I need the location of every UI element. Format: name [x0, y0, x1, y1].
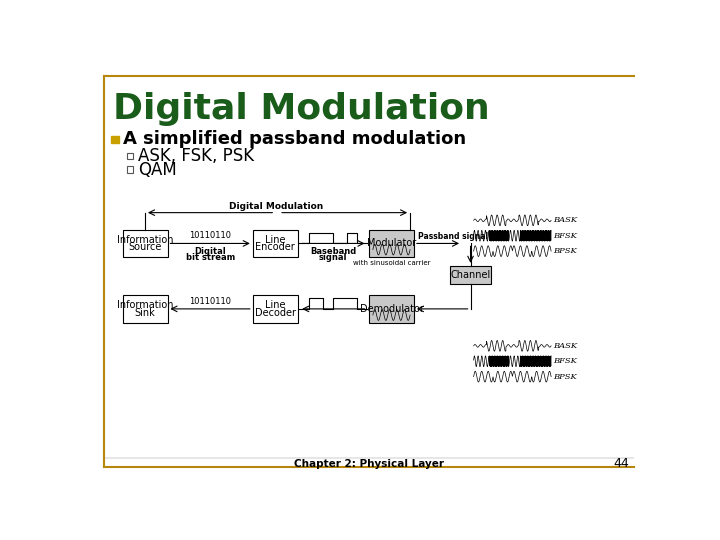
- Text: Line: Line: [265, 300, 285, 310]
- Text: QAM: QAM: [138, 160, 177, 179]
- Text: Digital: Digital: [194, 247, 226, 255]
- Text: BASK: BASK: [553, 217, 577, 224]
- Text: Information: Information: [117, 300, 174, 310]
- Text: BFSK: BFSK: [553, 232, 577, 240]
- Text: Digital Modulation: Digital Modulation: [113, 92, 490, 126]
- Bar: [369, 230, 414, 257]
- Text: Passband signal: Passband signal: [418, 232, 488, 241]
- Text: Digital Modulation: Digital Modulation: [229, 202, 323, 211]
- Text: Decoder: Decoder: [255, 308, 296, 318]
- Text: ASK, FSK, PSK: ASK, FSK, PSK: [138, 147, 254, 165]
- Text: Modulator: Modulator: [367, 239, 416, 248]
- Text: Baseband: Baseband: [310, 247, 356, 256]
- Bar: [111, 136, 119, 143]
- Text: A simplified passband modulation: A simplified passband modulation: [123, 131, 467, 149]
- Text: 44: 44: [613, 457, 629, 470]
- Text: bit stream: bit stream: [186, 253, 235, 262]
- Text: with sinusoidal carrier: with sinusoidal carrier: [353, 260, 431, 266]
- Text: Chapter 2: Physical Layer: Chapter 2: Physical Layer: [294, 458, 444, 469]
- Bar: [127, 166, 133, 173]
- Text: signal: signal: [319, 253, 348, 262]
- Text: Line: Line: [265, 235, 285, 245]
- Bar: [122, 230, 168, 257]
- Bar: [122, 295, 168, 323]
- Text: 10110110: 10110110: [189, 297, 231, 306]
- Bar: [451, 266, 490, 284]
- Text: BFSK: BFSK: [553, 357, 577, 365]
- Text: Channel: Channel: [451, 270, 490, 280]
- Text: Encoder: Encoder: [256, 242, 295, 252]
- Text: Information: Information: [117, 235, 174, 245]
- Text: BASK: BASK: [553, 342, 577, 350]
- Bar: [127, 153, 133, 159]
- Text: Sink: Sink: [135, 308, 156, 318]
- Bar: [253, 295, 297, 323]
- Text: 10110110: 10110110: [189, 231, 231, 240]
- Text: Demodulator: Demodulator: [359, 304, 423, 314]
- Text: BPSK: BPSK: [553, 373, 577, 381]
- Bar: [253, 230, 297, 257]
- Text: BPSK: BPSK: [553, 247, 577, 255]
- Bar: [369, 295, 414, 323]
- Text: Source: Source: [128, 242, 162, 252]
